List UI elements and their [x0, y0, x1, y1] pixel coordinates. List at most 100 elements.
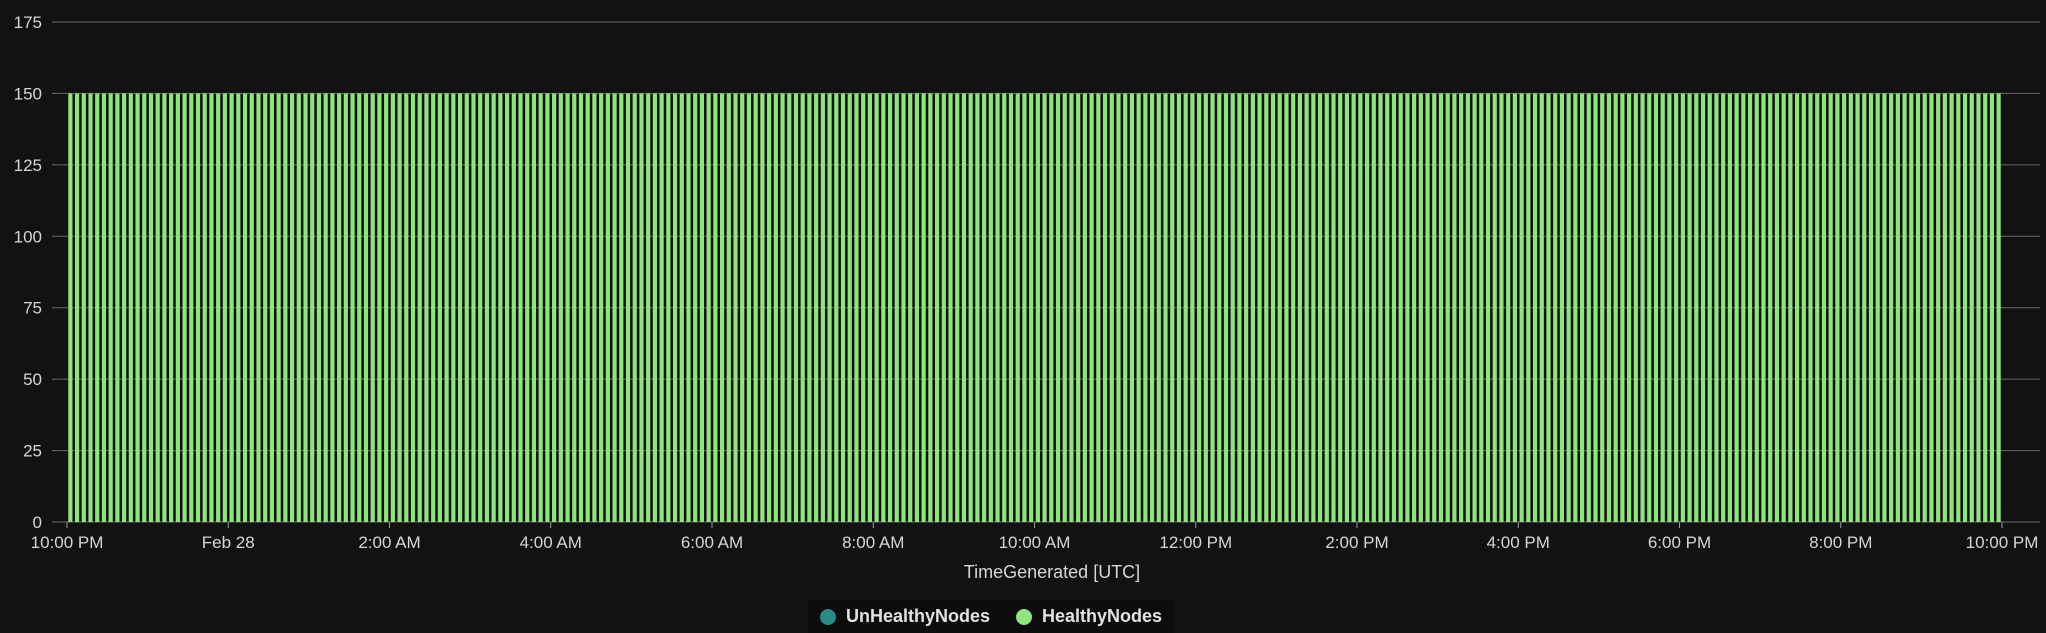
bar-healthy-nodes[interactable]: [1546, 93, 1551, 522]
bar-healthy-nodes[interactable]: [894, 93, 899, 522]
bar-healthy-nodes[interactable]: [1096, 93, 1101, 522]
bar-healthy-nodes[interactable]: [1627, 93, 1632, 522]
bar-healthy-nodes[interactable]: [1358, 93, 1363, 522]
bar-healthy-nodes[interactable]: [632, 93, 637, 522]
bar-healthy-nodes[interactable]: [867, 93, 872, 522]
bar-healthy-nodes[interactable]: [1768, 93, 1773, 522]
bar-healthy-nodes[interactable]: [988, 93, 993, 522]
bar-healthy-nodes[interactable]: [1472, 93, 1477, 522]
bar-healthy-nodes[interactable]: [1674, 93, 1679, 522]
bar-healthy-nodes[interactable]: [861, 93, 866, 522]
bar-healthy-nodes[interactable]: [1687, 93, 1692, 522]
bar-healthy-nodes[interactable]: [1962, 93, 1968, 522]
bar-healthy-nodes[interactable]: [1237, 93, 1242, 522]
bar-healthy-nodes[interactable]: [115, 93, 120, 522]
bar-healthy-nodes[interactable]: [646, 93, 651, 522]
bar-healthy-nodes[interactable]: [767, 93, 772, 522]
bar-healthy-nodes[interactable]: [612, 93, 617, 522]
bar-healthy-nodes[interactable]: [410, 93, 416, 522]
bar-healthy-nodes[interactable]: [1882, 93, 1887, 522]
bar-healthy-nodes[interactable]: [1922, 93, 1927, 522]
bar-healthy-nodes[interactable]: [599, 93, 604, 522]
bar-healthy-nodes[interactable]: [1129, 93, 1135, 522]
bar-healthy-nodes[interactable]: [229, 93, 234, 522]
bar-healthy-nodes[interactable]: [1580, 93, 1585, 522]
bar-healthy-nodes[interactable]: [1862, 93, 1867, 522]
bar-healthy-nodes[interactable]: [142, 93, 147, 522]
bar-healthy-nodes[interactable]: [1808, 93, 1813, 522]
bar-healthy-nodes[interactable]: [1378, 93, 1383, 522]
bar-healthy-nodes[interactable]: [1512, 93, 1517, 522]
bar-healthy-nodes[interactable]: [350, 93, 355, 522]
bar-healthy-nodes[interactable]: [1566, 93, 1571, 522]
bar-healthy-nodes[interactable]: [679, 93, 684, 522]
bar-healthy-nodes[interactable]: [1983, 93, 1988, 522]
bar-healthy-nodes[interactable]: [75, 93, 80, 522]
bar-healthy-nodes[interactable]: [1042, 93, 1047, 522]
bar-healthy-nodes[interactable]: [1875, 93, 1880, 522]
bar-healthy-nodes[interactable]: [720, 93, 725, 522]
bar-healthy-nodes[interactable]: [1902, 93, 1907, 522]
bar-healthy-nodes[interactable]: [1197, 93, 1202, 522]
bar-healthy-nodes[interactable]: [1532, 93, 1538, 522]
bar-healthy-nodes[interactable]: [1989, 93, 1995, 522]
bar-healthy-nodes[interactable]: [128, 93, 133, 522]
bar-healthy-nodes[interactable]: [1391, 93, 1397, 522]
bar-healthy-nodes[interactable]: [1741, 93, 1746, 522]
bar-healthy-nodes[interactable]: [733, 93, 738, 522]
bar-healthy-nodes[interactable]: [1747, 93, 1753, 522]
bar-healthy-nodes[interactable]: [397, 93, 402, 522]
bar-healthy-nodes[interactable]: [1304, 93, 1309, 522]
bar-healthy-nodes[interactable]: [169, 93, 174, 522]
bar-healthy-nodes[interactable]: [820, 93, 825, 522]
bar-healthy-nodes[interactable]: [787, 93, 792, 522]
bar-healthy-nodes[interactable]: [1633, 93, 1638, 522]
bar-healthy-nodes[interactable]: [471, 93, 476, 522]
bar-healthy-nodes[interactable]: [384, 93, 389, 522]
bar-healthy-nodes[interactable]: [1795, 93, 1800, 522]
bar-healthy-nodes[interactable]: [1452, 93, 1457, 522]
bar-healthy-nodes[interactable]: [941, 93, 946, 522]
bar-healthy-nodes[interactable]: [760, 93, 765, 522]
bar-healthy-nodes[interactable]: [357, 93, 362, 522]
bar-healthy-nodes[interactable]: [854, 93, 859, 522]
bar-healthy-nodes[interactable]: [753, 93, 758, 522]
bar-healthy-nodes[interactable]: [343, 93, 348, 522]
bar-healthy-nodes[interactable]: [672, 93, 678, 522]
bar-healthy-nodes[interactable]: [538, 93, 543, 522]
bar-healthy-nodes[interactable]: [1432, 93, 1437, 522]
bar-healthy-nodes[interactable]: [242, 93, 248, 522]
bar-healthy-nodes[interactable]: [1660, 93, 1665, 522]
bar-healthy-nodes[interactable]: [1606, 93, 1612, 522]
bar-healthy-nodes[interactable]: [195, 93, 201, 522]
bar-healthy-nodes[interactable]: [1485, 93, 1491, 522]
bar-healthy-nodes[interactable]: [101, 93, 107, 522]
bar-healthy-nodes[interactable]: [1049, 93, 1054, 522]
bar-healthy-nodes[interactable]: [1479, 93, 1484, 522]
bar-healthy-nodes[interactable]: [619, 93, 624, 522]
bar-healthy-nodes[interactable]: [1270, 93, 1276, 522]
bar-healthy-nodes[interactable]: [451, 93, 456, 522]
bar-healthy-nodes[interactable]: [1680, 93, 1685, 522]
bar-healthy-nodes[interactable]: [1089, 93, 1094, 522]
bar-healthy-nodes[interactable]: [1761, 93, 1766, 522]
bar-healthy-nodes[interactable]: [1338, 93, 1343, 522]
bar-healthy-nodes[interactable]: [834, 93, 839, 522]
bar-healthy-nodes[interactable]: [1936, 93, 1941, 522]
bar-healthy-nodes[interactable]: [417, 93, 422, 522]
bar-healthy-nodes[interactable]: [1647, 93, 1652, 522]
bar-healthy-nodes[interactable]: [625, 93, 631, 522]
bar-healthy-nodes[interactable]: [1082, 93, 1087, 522]
bar-healthy-nodes[interactable]: [793, 93, 799, 522]
bar-healthy-nodes[interactable]: [545, 93, 550, 522]
bar-healthy-nodes[interactable]: [303, 93, 308, 522]
bar-healthy-nodes[interactable]: [1297, 93, 1302, 522]
bar-healthy-nodes[interactable]: [652, 93, 657, 522]
bar-healthy-nodes[interactable]: [1284, 93, 1289, 522]
bar-healthy-nodes[interactable]: [565, 93, 570, 522]
bar-healthy-nodes[interactable]: [276, 93, 281, 522]
bar-healthy-nodes[interactable]: [1022, 93, 1027, 522]
bar-healthy-nodes[interactable]: [531, 93, 537, 522]
bar-healthy-nodes[interactable]: [1909, 93, 1914, 522]
bar-healthy-nodes[interactable]: [1855, 93, 1860, 522]
